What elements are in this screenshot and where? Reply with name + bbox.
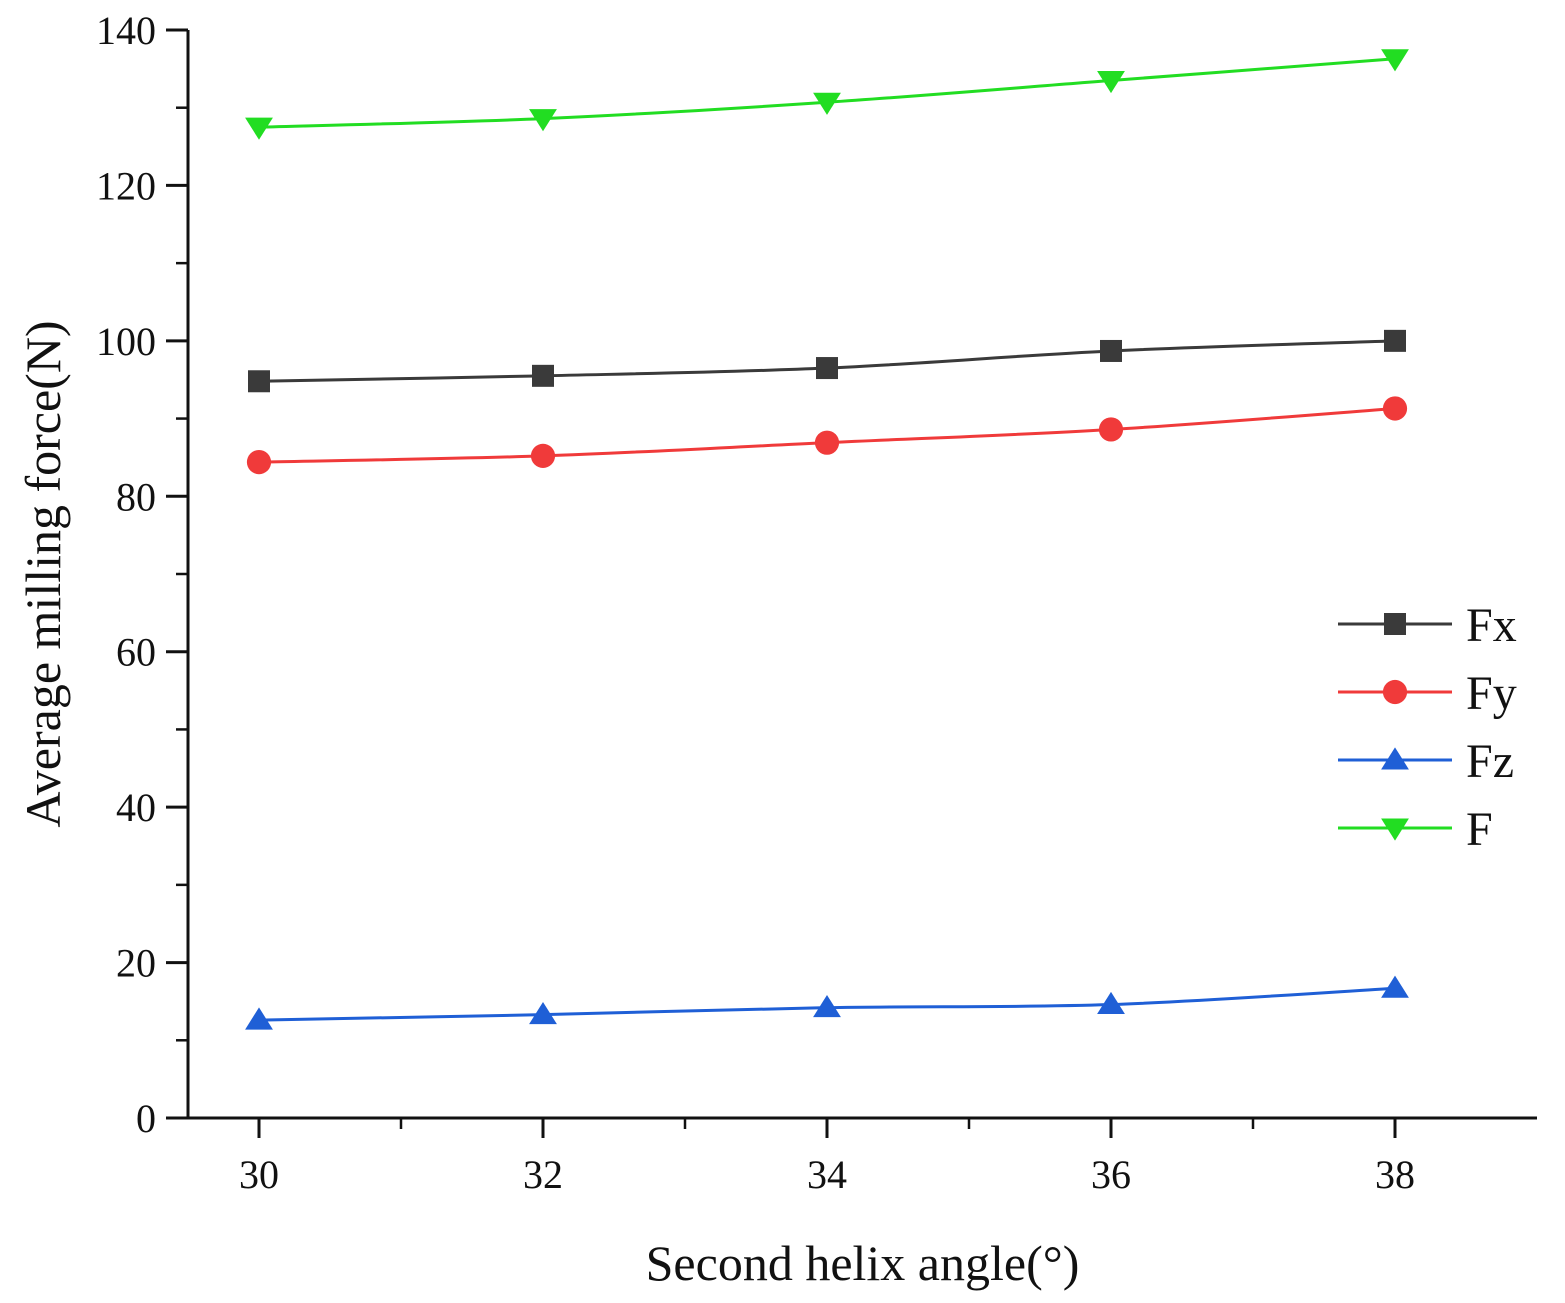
y-tick-label: 60	[116, 630, 156, 675]
data-point-fx	[248, 370, 270, 393]
legend-label: Fx	[1466, 599, 1517, 652]
data-point-fz	[1381, 975, 1409, 998]
series-fz	[245, 975, 1409, 1030]
data-point-fx	[1384, 329, 1406, 352]
legend-item-f: F	[1338, 803, 1493, 856]
y-tick-label: 140	[96, 8, 156, 53]
y-axis-title: Average milling force(N)	[15, 320, 71, 827]
legend-marker	[1382, 679, 1408, 705]
data-point-f	[813, 92, 841, 115]
legend-marker	[1384, 613, 1406, 635]
x-tick-label: 30	[239, 1152, 279, 1197]
legend-item-fy: Fy	[1338, 667, 1517, 720]
y-tick-label: 0	[136, 1096, 156, 1141]
data-point-fx	[532, 364, 554, 387]
legend-item-fz: Fz	[1338, 735, 1514, 788]
series-fy	[246, 396, 1408, 475]
data-point-fy	[814, 430, 840, 455]
data-point-fz	[1097, 991, 1125, 1015]
x-axis-title: Second helix angle(°)	[646, 1235, 1080, 1291]
series-fx	[248, 329, 1406, 393]
legend-label: Fz	[1466, 735, 1514, 788]
data-point-fz	[813, 994, 841, 1018]
data-point-f	[1381, 49, 1409, 72]
series-f	[245, 49, 1409, 140]
data-point-fz	[529, 1001, 557, 1025]
x-tick-label: 32	[523, 1152, 563, 1197]
y-tick-label: 120	[96, 163, 156, 208]
data-point-fy	[530, 443, 556, 468]
data-point-fx	[1100, 339, 1122, 362]
y-tick-label: 80	[116, 474, 156, 519]
x-tick-label: 38	[1375, 1152, 1415, 1197]
x-tick-label: 36	[1091, 1152, 1131, 1197]
y-tick-label: 20	[116, 941, 156, 986]
legend-label: F	[1466, 803, 1493, 856]
data-point-fy	[246, 449, 272, 475]
x-tick-label: 34	[807, 1152, 847, 1197]
series-layer	[245, 49, 1409, 1030]
data-point-f	[245, 117, 273, 140]
legend-marker	[1381, 747, 1409, 770]
axes: 0 20 40 60 80 100 120 140 30 32 34 36 38	[96, 8, 1537, 1197]
data-point-f	[529, 109, 557, 132]
legend-marker	[1381, 818, 1409, 841]
data-point-fy	[1098, 417, 1124, 442]
y-tick-label: 100	[96, 319, 156, 364]
data-point-fx	[816, 357, 838, 380]
data-point-fy	[1382, 396, 1408, 421]
data-point-f	[1097, 71, 1125, 94]
legend-item-fx: Fx	[1338, 599, 1517, 652]
legend: Fx Fy Fz F	[1338, 599, 1517, 856]
legend-label: Fy	[1466, 667, 1517, 720]
data-point-fz	[245, 1007, 273, 1030]
y-tick-label: 40	[116, 785, 156, 830]
